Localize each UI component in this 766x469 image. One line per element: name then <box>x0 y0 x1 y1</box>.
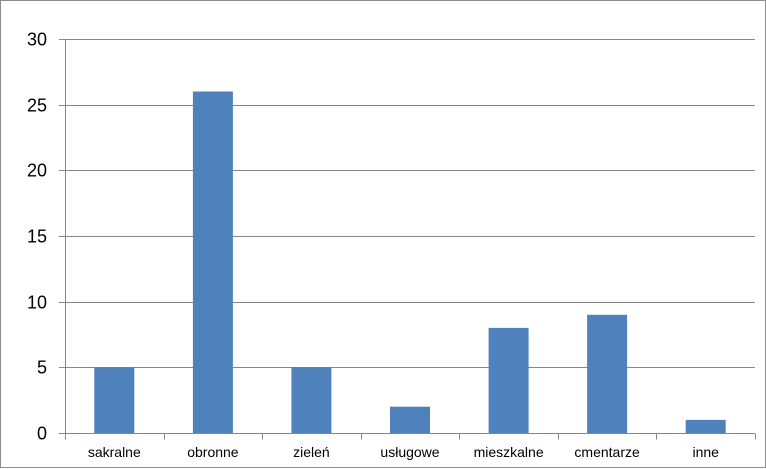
y-tick-label-10: 10 <box>27 293 47 313</box>
x-tick-label-sakralne: sakralne <box>88 444 141 460</box>
bar-cmentarze <box>587 314 628 433</box>
x-tick-label-zieleń: zieleń <box>293 444 330 460</box>
x-tick-label-usługowe: usługowe <box>380 444 439 460</box>
bar-usługowe <box>390 406 430 433</box>
bar-sakralne <box>94 367 135 433</box>
x-tick-label-obronne: obronne <box>187 444 239 460</box>
x-tick-label-mieszkalne: mieszkalne <box>474 444 544 460</box>
bars <box>94 91 726 433</box>
bar-mieszkalne <box>488 327 529 433</box>
y-tick-label-15: 15 <box>27 227 47 247</box>
y-tick-label-0: 0 <box>37 424 47 444</box>
bar-zieleń <box>291 367 332 433</box>
y-tick-label-5: 5 <box>37 358 47 378</box>
bar-obronne <box>192 91 233 433</box>
y-axis-tick-labels: 0 5 10 15 20 25 30 <box>27 30 47 444</box>
y-tick-label-20: 20 <box>27 161 47 181</box>
x-tick-label-inne: inne <box>692 444 719 460</box>
y-tick-label-30: 30 <box>27 30 47 50</box>
axes <box>59 39 756 440</box>
x-tick-label-cmentarze: cmentarze <box>574 444 640 460</box>
bar-inne <box>685 419 726 433</box>
y-tick-label-25: 25 <box>27 96 47 116</box>
x-axis-tick-labels: sakralne obronne zieleń usługowe mieszkalne c… <box>88 444 719 460</box>
gridlines <box>65 39 755 368</box>
